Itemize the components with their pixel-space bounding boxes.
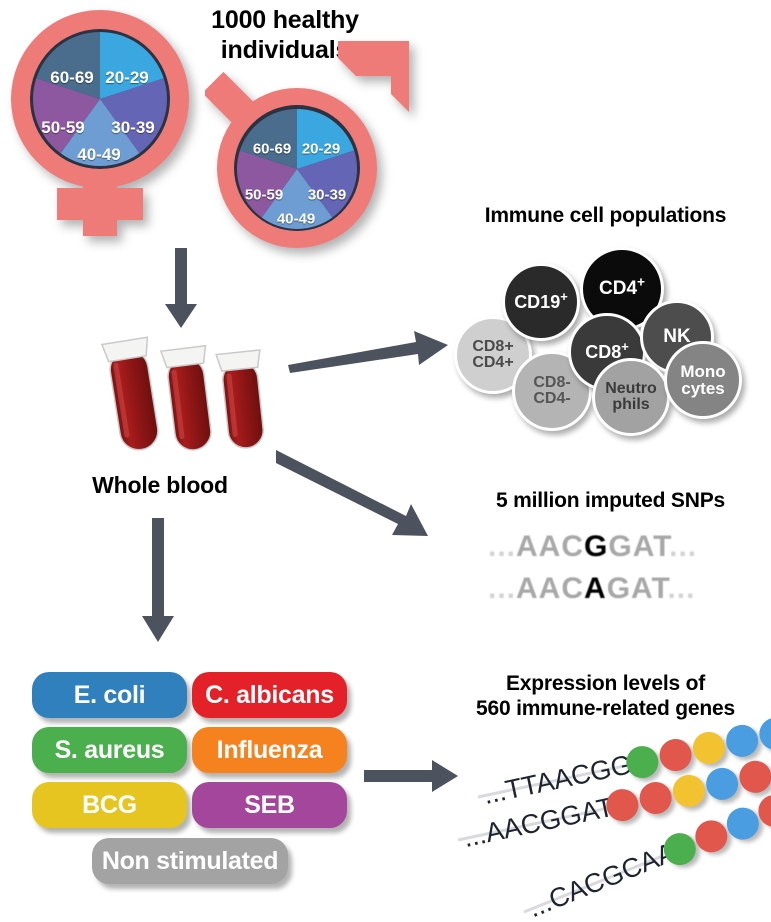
arrow-blood-to-snps	[270, 450, 451, 540]
cell-bubble-neutrophils: Neutro phils	[592, 358, 670, 436]
snp-left-bases: AAC	[516, 572, 585, 605]
stimulus-label: C. albicans	[205, 680, 334, 709]
pie-slice-20-29	[297, 108, 355, 169]
arrow-blood-to-immune-cells	[288, 325, 453, 373]
snp-allele-row: ...AACAGAT...	[488, 572, 695, 606]
heading-expression-levels: Expression levels of 560 immune-related …	[476, 672, 735, 720]
cell-label: CD19+	[514, 288, 568, 312]
snp-suffix: ...	[669, 530, 698, 563]
stimulus-label: S. aureus	[54, 735, 165, 764]
stimulus-label: Non stimulated	[101, 846, 279, 875]
snp-right-bases: GAT	[606, 572, 668, 605]
snp-sequence-block: ...AACGGAT... ...AACAGAT...	[488, 530, 748, 620]
page-title-cohort: 1000 healthy individuals	[211, 6, 359, 64]
arrow-blood-to-stimuli	[140, 518, 176, 644]
label-whole-blood: Whole blood	[92, 472, 228, 498]
cell-bubble-cd19pos: CD19+	[502, 263, 580, 341]
gene-bead	[669, 771, 708, 810]
cell-bubble-cd8pos-cd4pos: CD8+ CD4+	[454, 316, 532, 394]
female-age-pie-chart: 20-29 30-39 40-49 50-59 60-69	[31, 30, 169, 168]
whole-blood-tubes	[95, 330, 285, 465]
stimuli-panel: E. coli C. albicans S. aureus Influenza …	[32, 672, 352, 898]
snp-variant-base: G	[584, 530, 609, 563]
stimulus-box-e-coli[interactable]: E. coli	[32, 672, 187, 718]
gene-strand-sequence: ...CACGCAA	[523, 836, 680, 922]
cell-label: CD8+	[585, 338, 629, 362]
snp-prefix: ...	[488, 530, 517, 563]
snp-right-bases: GAT	[608, 530, 670, 563]
pie-slice-60-69	[36, 32, 100, 99]
male-age-pie-chart: 20-29 30-39 40-49 50-59 60-69	[235, 107, 359, 231]
snp-suffix: ...	[667, 572, 696, 605]
snp-variant-base: A	[584, 572, 607, 605]
cell-label: Mono cytes	[680, 361, 726, 398]
pie-slice-20-29	[100, 32, 164, 99]
pie-slice-30-39	[297, 150, 358, 218]
immune-cell-bubble-group: CD8+ CD4+ CD19+ CD4+ CD8- CD4- CD8+ NK N…	[440, 238, 771, 436]
cell-label: CD4+	[599, 274, 645, 300]
cell-bubble-monocytes: Mono cytes	[664, 341, 742, 419]
pie-slice-60-69	[239, 109, 297, 169]
pie-slice-40-49	[261, 169, 333, 229]
snp-allele-row: ...AACGGAT...	[488, 530, 697, 564]
pie-slice-40-49	[60, 99, 140, 167]
pie-slice-50-59	[236, 150, 297, 218]
heading-imputed-snps: 5 million imputed SNPs	[496, 489, 725, 512]
cell-label: CD8- CD4-	[533, 373, 571, 407]
cell-label: NK	[663, 326, 691, 348]
stimulus-box-bcg[interactable]: BCG	[32, 782, 187, 828]
stimulus-label: Influenza	[216, 735, 323, 764]
stimulus-label: BCG	[82, 790, 137, 819]
stimulus-label: SEB	[244, 790, 295, 819]
heading-immune-cell-populations: Immune cell populations	[484, 204, 727, 227]
stimulus-box-c-albicans[interactable]: C. albicans	[192, 672, 347, 718]
arrow-cohort-to-blood	[163, 248, 199, 330]
cell-label: CD8+ CD4+	[472, 337, 514, 371]
stimulus-box-influenza[interactable]: Influenza	[192, 727, 347, 773]
pie-slice-50-59	[33, 78, 101, 154]
stimulus-box-non-stimulated[interactable]: Non stimulated	[92, 838, 288, 884]
snp-left-bases: AAC	[516, 530, 585, 563]
stimulus-box-s-aureus[interactable]: S. aureus	[32, 727, 187, 773]
cell-label: Neutro phils	[605, 379, 657, 413]
arrow-stimuli-to-expression	[364, 758, 460, 794]
pie-slice-30-39	[100, 78, 167, 154]
stimulus-label: E. coli	[73, 680, 146, 709]
gene-bead	[703, 764, 742, 803]
stimulus-box-seb[interactable]: SEB	[192, 782, 347, 828]
snp-prefix: ...	[488, 572, 517, 605]
gene-bead	[636, 779, 675, 817]
